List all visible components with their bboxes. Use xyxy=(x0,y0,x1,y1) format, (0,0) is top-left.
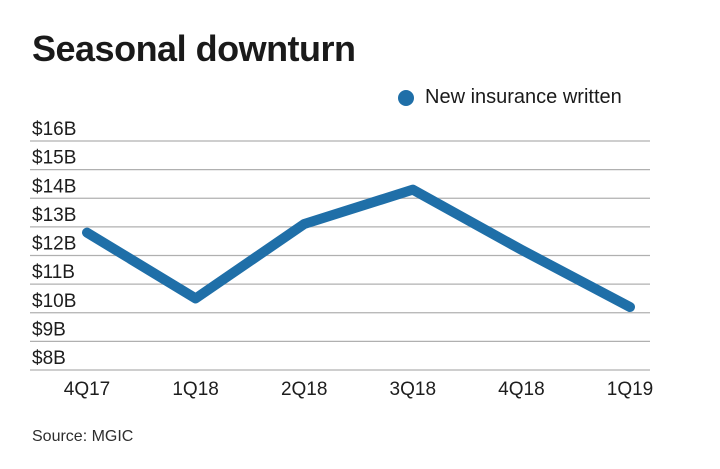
chart-title: Seasonal downturn xyxy=(32,28,356,69)
y-tick-label: $9B xyxy=(32,319,66,340)
y-tick-label: $12B xyxy=(32,234,76,255)
x-tick-label: 1Q18 xyxy=(172,379,218,400)
data-line-new-insurance-written xyxy=(82,184,635,313)
x-tick-label: 4Q17 xyxy=(64,379,110,400)
legend-label: New insurance written xyxy=(425,86,622,108)
legend-dot-icon xyxy=(398,89,414,106)
y-tick-label: $14B xyxy=(32,176,76,197)
line-chart: $16B $15B $14B $13B $12B $11B $10B $9B $8B 4Q17 1Q… xyxy=(30,119,653,400)
x-tick-label: 2Q18 xyxy=(281,379,327,400)
y-tick-label: $13B xyxy=(32,205,76,226)
y-tick-label: $15B xyxy=(32,148,76,169)
legend: New insurance written xyxy=(398,86,622,109)
x-tick-label: 3Q18 xyxy=(390,379,436,400)
y-tick-label: $8B xyxy=(32,348,66,369)
x-tick-label: 1Q19 xyxy=(607,379,653,400)
x-tick-label: 4Q18 xyxy=(498,379,544,400)
y-tick-label: $10B xyxy=(32,291,76,312)
source-attribution: Source: MGIC xyxy=(32,428,134,445)
y-tick-label: $16B xyxy=(32,119,76,140)
y-tick-label: $11B xyxy=(32,262,75,283)
